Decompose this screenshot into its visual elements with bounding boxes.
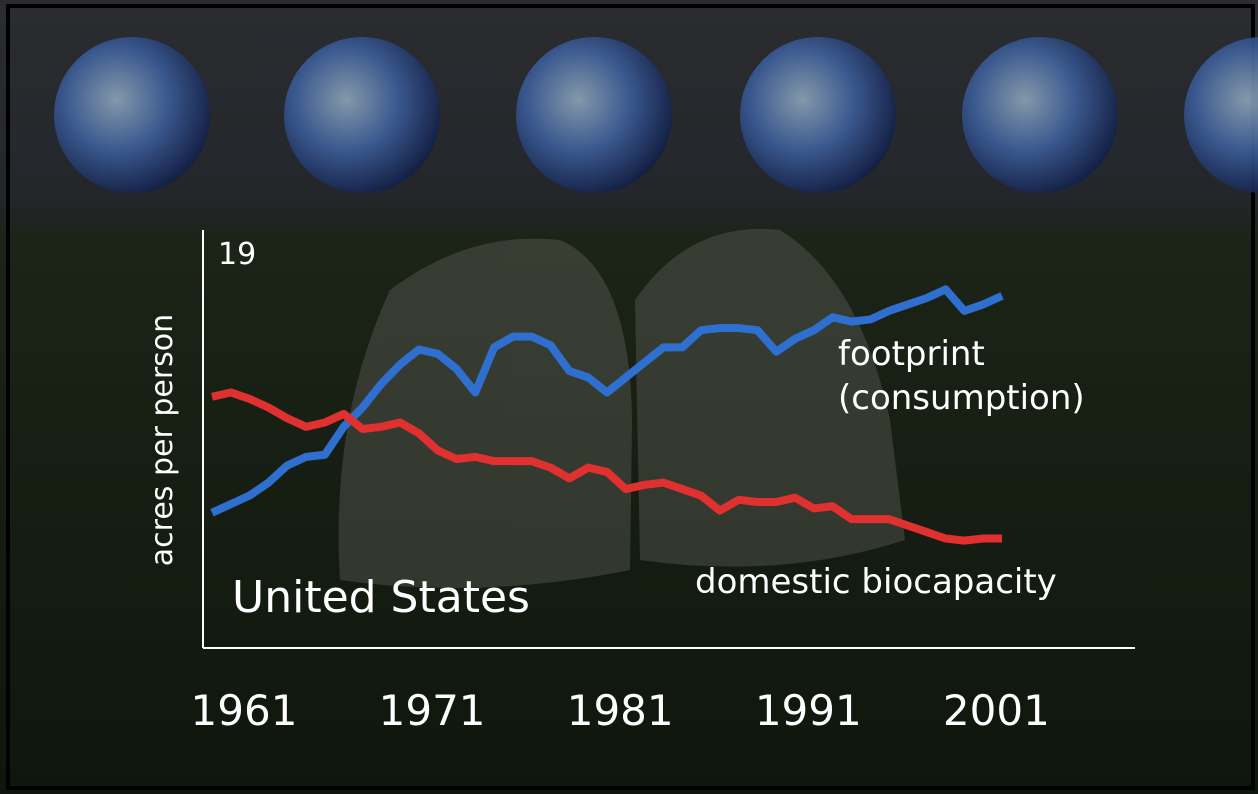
x-tick-label: 1981 [567, 686, 674, 735]
globe [740, 37, 896, 193]
globe [284, 37, 440, 193]
globes [54, 37, 1258, 193]
annotation: United States [232, 572, 530, 623]
y-tick-label: 19 [218, 237, 256, 272]
series-label: domestic biocapacity [695, 562, 1057, 602]
x-tick-label: 2001 [943, 686, 1050, 735]
series-line [210, 285, 1004, 517]
shoe [635, 228, 905, 567]
globe [516, 37, 672, 193]
shoes [338, 228, 905, 589]
x-tick-label: 1991 [755, 686, 862, 735]
globe [54, 37, 210, 193]
x-tick-label: 1971 [379, 686, 486, 735]
shoe [338, 238, 632, 589]
x-tick-label: 1961 [191, 686, 298, 735]
globe [962, 37, 1118, 193]
frame [6, 4, 1255, 790]
series-label: footprint (consumption) [838, 334, 1085, 418]
y-axis-label: acres per person [145, 314, 180, 566]
series-line [211, 388, 1002, 545]
globe [1184, 37, 1258, 193]
